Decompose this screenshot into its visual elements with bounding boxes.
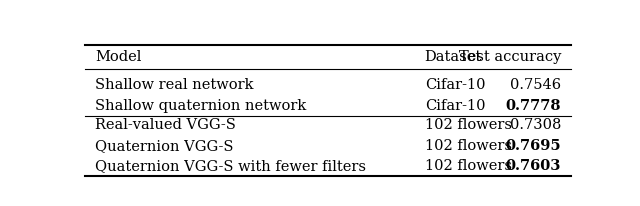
Text: Model: Model bbox=[95, 50, 141, 64]
Text: 0.7603: 0.7603 bbox=[506, 159, 561, 173]
Text: Shallow quaternion network: Shallow quaternion network bbox=[95, 99, 306, 113]
Text: 0.7778: 0.7778 bbox=[506, 99, 561, 113]
Text: Real-valued VGG-S: Real-valued VGG-S bbox=[95, 118, 236, 132]
Text: 0.7308: 0.7308 bbox=[509, 118, 561, 132]
Text: 0.7695: 0.7695 bbox=[506, 139, 561, 153]
Text: 102 flowers: 102 flowers bbox=[425, 159, 512, 173]
Text: Test accuracy: Test accuracy bbox=[459, 50, 561, 64]
Text: Cifar-10: Cifar-10 bbox=[425, 78, 485, 92]
Text: Cifar-10: Cifar-10 bbox=[425, 99, 485, 113]
Text: 102 flowers: 102 flowers bbox=[425, 139, 512, 153]
Text: 0.7546: 0.7546 bbox=[510, 78, 561, 92]
Text: Dataset: Dataset bbox=[425, 50, 482, 64]
Text: Quaternion VGG-S with fewer filters: Quaternion VGG-S with fewer filters bbox=[95, 159, 366, 173]
Text: Shallow real network: Shallow real network bbox=[95, 78, 253, 92]
Text: Quaternion VGG-S: Quaternion VGG-S bbox=[95, 139, 234, 153]
Text: 102 flowers: 102 flowers bbox=[425, 118, 512, 132]
